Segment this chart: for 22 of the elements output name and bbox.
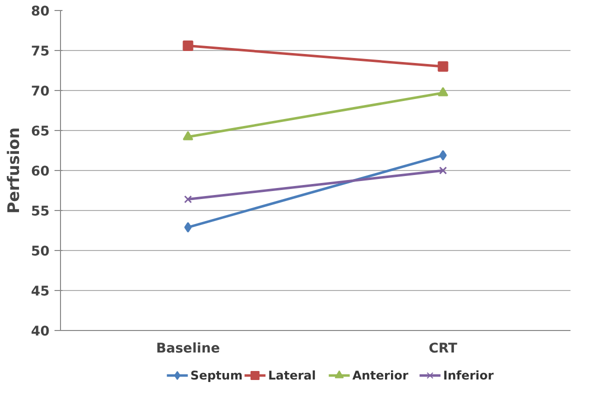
y-axis-title: Perfusion <box>4 127 23 214</box>
legend-label: Anterior <box>352 368 408 382</box>
y-tick-label: 60 <box>30 164 50 180</box>
legend-label: Lateral <box>268 368 316 382</box>
point <box>439 150 447 161</box>
x-tick-label: Baseline <box>156 342 220 356</box>
y-tick-label: 45 <box>30 284 50 300</box>
point <box>439 166 447 174</box>
y-tick-label: 40 <box>30 324 50 340</box>
legend-label: Inferior <box>443 368 494 382</box>
point <box>184 195 192 204</box>
y-tick-label: 75 <box>30 44 50 60</box>
point <box>182 40 194 51</box>
y-tick-label: 70 <box>30 84 50 100</box>
x-tick-label: CRT <box>428 342 458 356</box>
point <box>438 61 448 72</box>
y-tick-label: 80 <box>30 4 50 20</box>
y-tick-label: 50 <box>30 244 50 260</box>
legend-label: Septum <box>190 368 243 382</box>
point <box>184 222 192 233</box>
y-tick-label: 65 <box>30 124 50 140</box>
y-tick-label: 55 <box>30 204 50 220</box>
